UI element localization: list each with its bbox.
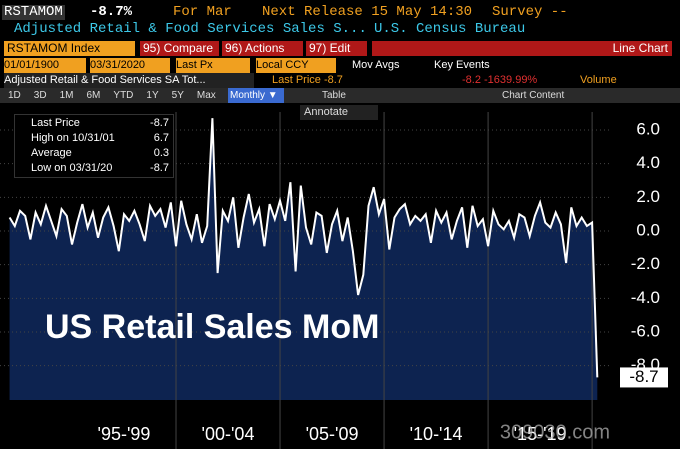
y-tick-label: -6.0 xyxy=(631,321,660,340)
view-label: Line Chart xyxy=(372,41,672,56)
field-select[interactable]: Last Px xyxy=(176,58,250,73)
legend-label: Average xyxy=(31,147,72,159)
range-button[interactable]: Max xyxy=(196,90,216,101)
price-line xyxy=(8,118,599,378)
x-tick-label: '05-'09 xyxy=(306,424,359,444)
end-date[interactable]: 03/31/2020 xyxy=(90,58,170,73)
period: For Mar xyxy=(173,4,232,20)
mov-avgs-checkbox[interactable]: Mov Avgs xyxy=(352,59,400,71)
range-button[interactable]: 3D xyxy=(33,90,47,101)
y-tick-label: -2.0 xyxy=(631,254,660,273)
key-events-checkbox[interactable]: Key Events xyxy=(434,59,490,71)
range-button[interactable]: 6M xyxy=(86,90,101,101)
currency-select[interactable]: Local CCY xyxy=(256,58,336,73)
legend-row: Average 0.3 xyxy=(19,146,169,161)
area xyxy=(9,118,598,400)
x-tick-label: '95-'99 xyxy=(98,424,151,444)
y-tick-label: 0.0 xyxy=(636,220,660,239)
legend: Last Price -8.7 High on 10/31/01 6.7 Average… xyxy=(14,114,174,178)
last-price: Last Price -8.7 xyxy=(272,74,343,86)
volume: Volume xyxy=(580,74,617,86)
compare-button[interactable]: 95) Compare xyxy=(140,41,219,56)
edit-button[interactable]: 97) Edit xyxy=(306,41,367,56)
range-button[interactable]: 5Y xyxy=(171,90,184,101)
chart-title: US Retail Sales MoM xyxy=(45,308,379,346)
source: U.S. Census Bureau xyxy=(374,21,526,37)
frequency-select[interactable]: Monthly ▼ xyxy=(228,88,284,103)
last-price-tag-box xyxy=(620,367,668,388)
survey: Survey -- xyxy=(492,4,568,20)
start-date[interactable]: 01/01/1900 xyxy=(4,58,86,73)
legend-row: High on 10/31/01 6.7 xyxy=(19,131,169,146)
actions-button[interactable]: 96) Actions xyxy=(222,41,303,56)
watermark: 309030.com xyxy=(500,421,610,443)
range-bar xyxy=(0,88,680,103)
chart: -8.0-6.0-4.0-2.00.02.04.06.0'95-'99'00-'… xyxy=(0,112,668,449)
series-name: Adjusted Retail & Food Services SA Tot..… xyxy=(4,73,254,88)
legend-value: -8.7 xyxy=(150,117,169,129)
table-button[interactable]: Table xyxy=(322,90,346,101)
legend-value: -8.7 xyxy=(150,162,169,174)
legend-label: Last Price xyxy=(31,117,80,129)
legend-row: Low on 03/31/20 -8.7 xyxy=(19,161,169,176)
y-tick-label: 6.0 xyxy=(636,119,660,138)
legend-row: Last Price -8.7 xyxy=(19,116,169,131)
security-input[interactable]: RSTAMOM Index xyxy=(4,41,135,56)
price-change: -8.2 -1639.99% xyxy=(462,74,538,86)
range-buttons: 1D 3D 1M 6M YTD 1Y 5Y Max xyxy=(8,88,229,103)
legend-label: High on 10/31/01 xyxy=(31,132,115,144)
legend-label: Low on 03/31/20 xyxy=(31,162,113,174)
next-release: Next Release 15 May 14:30 xyxy=(262,4,473,20)
x-tick-label: '15-'19 xyxy=(514,424,567,444)
change: -8.7% xyxy=(90,4,133,20)
y-tick-label: 4.0 xyxy=(636,153,660,172)
range-button[interactable]: 1Y xyxy=(146,90,159,101)
chart-content-button[interactable]: Chart Content xyxy=(502,90,565,101)
range-button[interactable]: 1D xyxy=(8,90,21,101)
range-button[interactable]: 1M xyxy=(59,90,74,101)
annotate-button[interactable]: Annotate xyxy=(300,105,378,120)
y-tick-label: 2.0 xyxy=(636,187,660,206)
legend-value: 6.7 xyxy=(153,132,169,144)
x-tick-label: '00-'04 xyxy=(202,424,255,444)
legend-value: 0.3 xyxy=(153,147,169,159)
ticker: RSTAMOM xyxy=(2,4,65,20)
range-button[interactable]: YTD xyxy=(113,90,134,101)
y-tick-label: -4.0 xyxy=(631,288,660,307)
x-tick-label: '10-'14 xyxy=(410,424,463,444)
description: Adjusted Retail & Food Services Sales S.… xyxy=(14,21,367,37)
last-price-tag: -8.7 xyxy=(629,367,658,386)
